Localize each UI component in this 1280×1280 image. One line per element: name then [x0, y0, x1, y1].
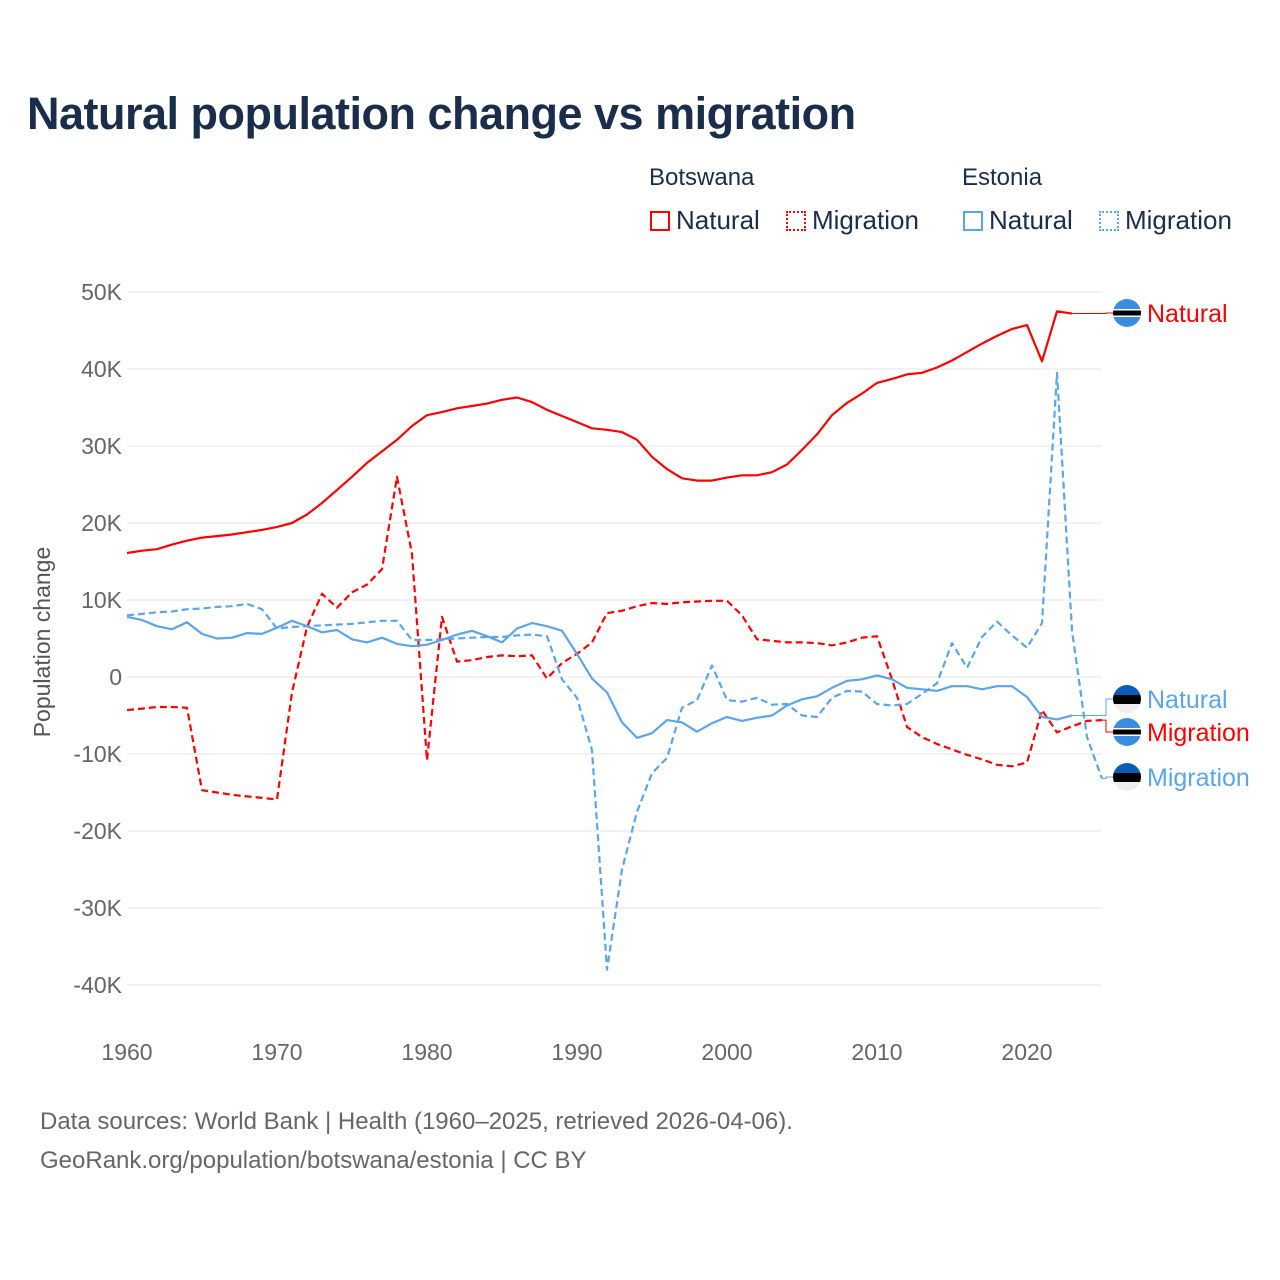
x-tick-label: 1990: [551, 1039, 602, 1065]
x-tick-label: 1980: [401, 1039, 452, 1065]
end-connector: [1102, 719, 1114, 733]
estonia-flag-icon: [1113, 763, 1141, 791]
legend-botswana-migration[interactable]: Migration: [786, 205, 919, 236]
legend-label: Natural: [676, 205, 760, 235]
flag-body: [1113, 299, 1141, 327]
legend-estonia-migration[interactable]: Migration: [1099, 205, 1232, 236]
estonia-flag-icon: [1113, 685, 1141, 713]
flag-body: [1113, 685, 1141, 713]
flag-body: [1113, 763, 1141, 791]
x-tick-label: 1960: [101, 1039, 152, 1065]
legend-swatch: [963, 210, 983, 231]
series-line-botswana-natural: [126, 310, 1073, 555]
legend-label: Migration: [812, 205, 919, 235]
y-tick-label: 50K: [81, 279, 123, 305]
botswana-flag-icon: [1113, 299, 1141, 327]
y-tick-label: -40K: [73, 972, 122, 998]
x-tick-label: 2010: [851, 1039, 902, 1065]
flag-black: [1113, 729, 1141, 735]
flag-black: [1113, 310, 1141, 316]
flag-white: [1113, 782, 1141, 791]
legend-swatch: [1099, 210, 1119, 231]
legend-label: Natural: [989, 205, 1073, 235]
y-tick-label: -20K: [73, 818, 122, 844]
legend-label: Migration: [1125, 205, 1232, 235]
botswana-flag-icon: [1113, 718, 1141, 746]
end-label: Migration: [1147, 719, 1250, 747]
y-tick-label: -30K: [73, 895, 122, 921]
y-tick-label: 40K: [81, 356, 123, 382]
y-tick-label: -10K: [73, 741, 122, 767]
footer-sources: Data sources: World Bank | Health (1960–…: [40, 1108, 793, 1135]
legend-estonia-natural[interactable]: Natural: [963, 205, 1073, 236]
legend-swatch: [650, 210, 670, 231]
end-connector: [1102, 776, 1114, 780]
flag-black: [1113, 773, 1141, 782]
y-tick-label: 0: [109, 664, 122, 690]
flag-blue: [1113, 763, 1141, 773]
legend-botswana-natural[interactable]: Natural: [650, 205, 760, 236]
y-tick-label: 10K: [81, 587, 123, 613]
x-tick-label: 1970: [251, 1039, 302, 1065]
end-connector: [1072, 698, 1114, 716]
end-label: Natural: [1147, 300, 1228, 328]
end-connector: [1072, 312, 1114, 315]
end-label: Migration: [1147, 764, 1250, 792]
flag-black: [1113, 695, 1141, 704]
series-line-estonia-natural: [126, 615, 1073, 739]
footer-link[interactable]: GeoRank.org/population/botswana/estonia …: [40, 1147, 587, 1174]
flag-blue: [1113, 685, 1141, 695]
series-line-estonia-migration: [126, 371, 1104, 971]
flag-white: [1113, 704, 1141, 713]
series-line-botswana-migration: [126, 475, 1103, 801]
legend-swatch: [786, 210, 806, 231]
flag-body: [1113, 718, 1141, 746]
x-tick-label: 2020: [1001, 1039, 1052, 1065]
x-tick-label: 2000: [701, 1039, 752, 1065]
end-label: Natural: [1147, 686, 1228, 714]
y-tick-label: 20K: [81, 510, 123, 536]
chart-title: Natural population change vs migration: [27, 88, 856, 139]
legend-group-estonia: Estonia: [962, 164, 1043, 191]
y-axis-label: Population change: [29, 547, 55, 738]
legend-group-botswana: Botswana: [649, 164, 755, 191]
y-tick-label: 30K: [81, 433, 123, 459]
